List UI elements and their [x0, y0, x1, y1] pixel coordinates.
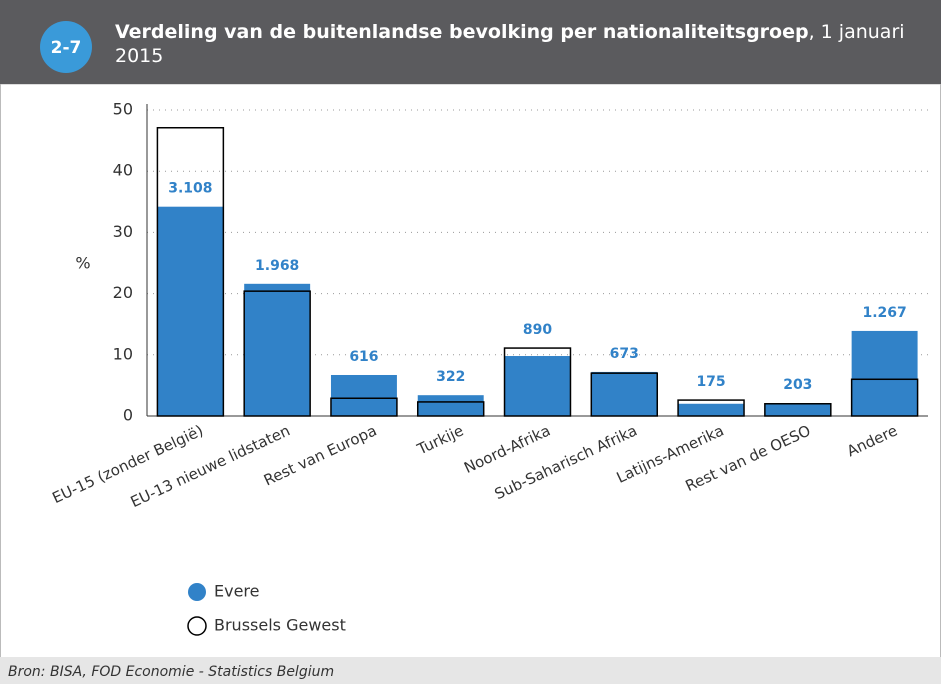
bar: [330, 374, 397, 416]
title: Verdeling van de buitenlandse bevolking …: [115, 21, 809, 43]
value-label: 673: [610, 346, 639, 362]
y-tick-label: 50: [113, 100, 133, 119]
outline-bar: [590, 372, 659, 417]
outline-bar: [503, 347, 572, 417]
bar: [157, 206, 224, 416]
legend-swatch: [188, 583, 206, 601]
y-axis-label: %: [75, 254, 90, 273]
y-tick-label: 30: [113, 222, 133, 241]
y-tick-label: 10: [113, 344, 133, 363]
value-label: 1.968: [255, 258, 299, 274]
value-label: 322: [436, 369, 465, 385]
value-label: 3.108: [168, 181, 212, 197]
badge: 2-7: [51, 38, 82, 58]
bar: [851, 330, 918, 416]
y-tick-label: 20: [113, 283, 133, 302]
outline-bar: [416, 401, 485, 417]
footer: [0, 657, 941, 684]
bar: [504, 356, 571, 416]
chart-title: Verdeling van de buitenlandse bevolking …: [115, 21, 905, 67]
subtitle: , 1 januari: [809, 21, 905, 43]
outline-bar: [850, 378, 919, 417]
y-tick-label: 0: [123, 406, 133, 425]
bar: [764, 403, 831, 416]
value-label: 616: [349, 349, 378, 365]
header: [0, 0, 941, 84]
outline-bar: [243, 290, 311, 417]
bar: [678, 403, 745, 416]
outline-bar: [330, 397, 398, 417]
legend-swatch: [187, 616, 207, 636]
y-tick-label: 40: [113, 161, 133, 180]
outline-bar: [156, 126, 225, 417]
bar: [591, 371, 658, 416]
value-label: 1.267: [862, 305, 906, 321]
outline-bar: [677, 399, 745, 417]
bar: [417, 395, 484, 416]
outline-bar: [764, 403, 832, 417]
source: Bron: BISA, FOD Economie - Statistics Be…: [8, 664, 334, 680]
legend-label: Brussels Gewest: [214, 616, 346, 635]
bar: [244, 283, 311, 416]
value-label: 890: [523, 322, 552, 338]
value-label: 175: [696, 374, 725, 390]
badge-circle: [40, 21, 92, 73]
value-label: 203: [783, 377, 812, 393]
legend-label: Evere: [214, 582, 260, 601]
subtitle-wrap: 2015: [115, 45, 163, 67]
